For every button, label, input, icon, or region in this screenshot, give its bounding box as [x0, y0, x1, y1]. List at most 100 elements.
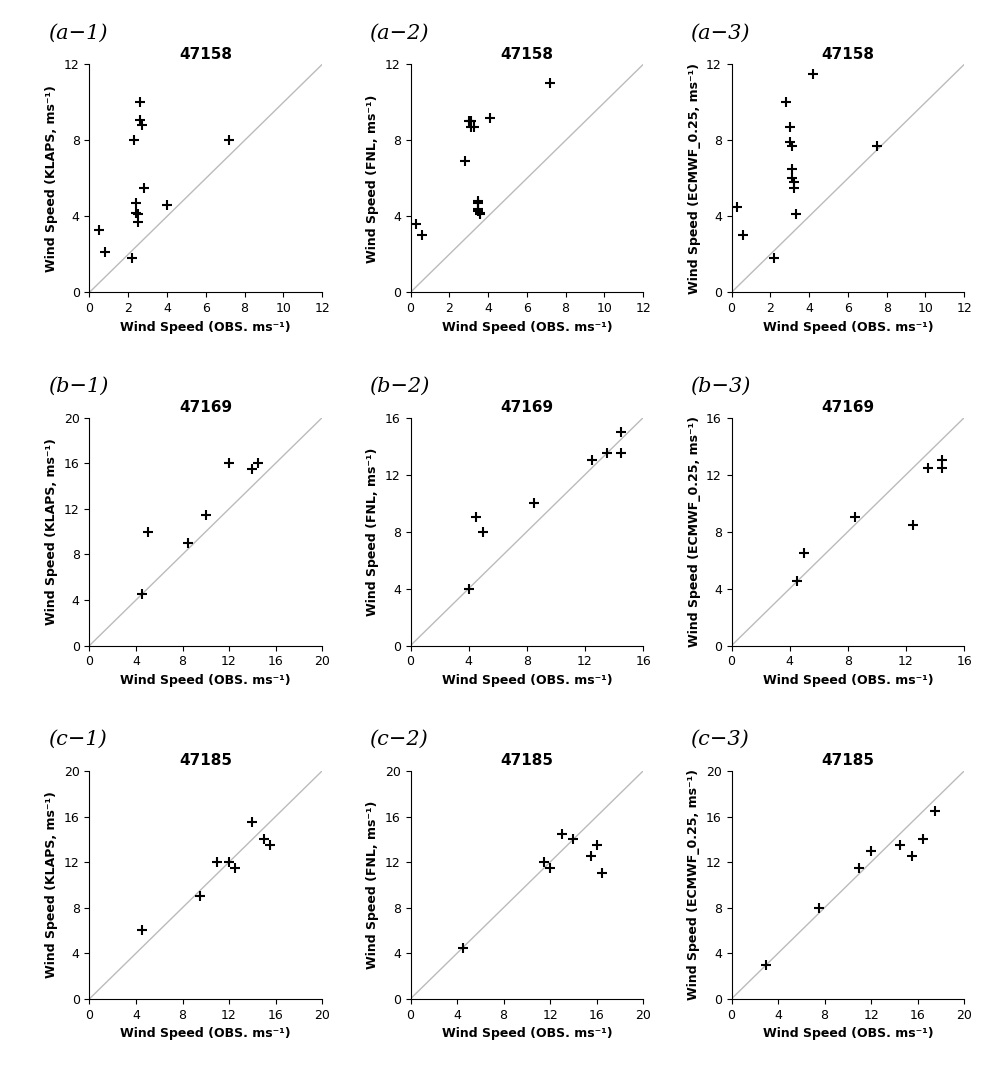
- Point: [468, 509, 484, 526]
- Point: [584, 452, 600, 469]
- Point: [470, 202, 486, 219]
- Text: (c−1): (c−1): [48, 730, 106, 749]
- Point: [140, 523, 156, 540]
- Point: [475, 523, 491, 540]
- Point: [136, 179, 152, 197]
- Point: [904, 847, 919, 865]
- Point: [124, 249, 140, 266]
- Point: [91, 221, 107, 238]
- Point: [919, 459, 935, 476]
- Title: 47185: 47185: [821, 753, 875, 768]
- Point: [470, 192, 486, 209]
- Y-axis label: Wind Speed (ECMWF_0.25, ms⁻¹): Wind Speed (ECMWF_0.25, ms⁻¹): [688, 416, 701, 648]
- Point: [261, 837, 277, 854]
- X-axis label: Wind Speed (OBS. ms⁻¹): Wind Speed (OBS. ms⁻¹): [441, 321, 612, 334]
- X-axis label: Wind Speed (OBS. ms⁻¹): Wind Speed (OBS. ms⁻¹): [120, 673, 291, 687]
- Point: [460, 113, 476, 130]
- Title: 47158: 47158: [500, 47, 554, 62]
- Point: [785, 179, 801, 197]
- Point: [472, 206, 488, 223]
- Point: [126, 132, 142, 149]
- Point: [130, 206, 146, 223]
- Point: [250, 454, 266, 471]
- Text: (b−3): (b−3): [690, 377, 750, 395]
- Y-axis label: Wind Speed (ECMWF_0.25, ms⁻¹): Wind Speed (ECMWF_0.25, ms⁻¹): [688, 63, 701, 294]
- Point: [852, 859, 868, 876]
- Y-axis label: Wind Speed (KLAPS, ms⁻¹): Wind Speed (KLAPS, ms⁻¹): [46, 85, 59, 272]
- Point: [811, 899, 827, 916]
- Point: [906, 516, 921, 533]
- Point: [787, 206, 803, 223]
- Point: [542, 75, 558, 92]
- Point: [613, 423, 629, 440]
- Text: (b−1): (b−1): [48, 377, 108, 395]
- Point: [554, 825, 570, 842]
- Point: [934, 452, 950, 469]
- Point: [582, 847, 598, 865]
- Point: [863, 842, 879, 859]
- Point: [221, 454, 237, 471]
- Y-axis label: Wind Speed (ECMWF_0.25, ms⁻¹): Wind Speed (ECMWF_0.25, ms⁻¹): [688, 769, 701, 1000]
- Text: (a−1): (a−1): [48, 24, 107, 42]
- Y-axis label: Wind Speed (KLAPS, ms⁻¹): Wind Speed (KLAPS, ms⁻¹): [46, 438, 59, 625]
- Point: [221, 132, 237, 149]
- Point: [132, 93, 148, 111]
- X-axis label: Wind Speed (OBS. ms⁻¹): Wind Speed (OBS. ms⁻¹): [441, 1027, 612, 1040]
- Point: [893, 837, 909, 854]
- Point: [134, 585, 150, 603]
- Point: [97, 244, 113, 261]
- Point: [159, 197, 175, 214]
- Point: [227, 859, 243, 876]
- Point: [198, 506, 214, 523]
- Title: 47158: 47158: [179, 47, 233, 62]
- Point: [470, 200, 486, 217]
- Point: [766, 249, 782, 266]
- Point: [927, 802, 943, 819]
- Point: [789, 572, 805, 590]
- Point: [192, 888, 208, 905]
- Point: [462, 113, 478, 130]
- Point: [245, 814, 260, 831]
- Point: [915, 830, 931, 847]
- Title: 47169: 47169: [179, 401, 233, 416]
- Point: [130, 214, 146, 231]
- Point: [736, 227, 751, 244]
- Point: [805, 66, 821, 83]
- Point: [256, 830, 272, 847]
- Point: [613, 445, 629, 462]
- Point: [470, 194, 486, 212]
- Point: [847, 509, 863, 526]
- X-axis label: Wind Speed (OBS. ms⁻¹): Wind Speed (OBS. ms⁻¹): [441, 673, 612, 687]
- Y-axis label: Wind Speed (KLAPS, ms⁻¹): Wind Speed (KLAPS, ms⁻¹): [46, 792, 59, 978]
- Point: [542, 859, 558, 876]
- Point: [783, 170, 799, 187]
- Point: [210, 854, 226, 871]
- Title: 47169: 47169: [821, 401, 875, 416]
- X-axis label: Wind Speed (OBS. ms⁻¹): Wind Speed (OBS. ms⁻¹): [120, 321, 291, 334]
- Point: [781, 118, 797, 135]
- X-axis label: Wind Speed (OBS. ms⁻¹): Wind Speed (OBS. ms⁻¹): [120, 1027, 291, 1040]
- Point: [414, 227, 430, 244]
- Point: [128, 194, 144, 212]
- Point: [588, 837, 604, 854]
- Point: [934, 459, 950, 476]
- Point: [566, 830, 581, 847]
- Point: [783, 160, 799, 177]
- Point: [455, 939, 471, 956]
- Point: [134, 921, 150, 939]
- Point: [460, 580, 476, 597]
- Point: [778, 93, 794, 111]
- X-axis label: Wind Speed (OBS. ms⁻¹): Wind Speed (OBS. ms⁻¹): [762, 673, 933, 687]
- Point: [594, 865, 610, 882]
- Title: 47158: 47158: [821, 47, 875, 62]
- Text: (a−3): (a−3): [690, 24, 749, 42]
- Point: [128, 204, 144, 221]
- Y-axis label: Wind Speed (FNL, ms⁻¹): Wind Speed (FNL, ms⁻¹): [367, 448, 380, 615]
- Text: (b−2): (b−2): [369, 377, 429, 395]
- Y-axis label: Wind Speed (FNL, ms⁻¹): Wind Speed (FNL, ms⁻¹): [367, 801, 380, 969]
- Point: [466, 118, 482, 135]
- Point: [526, 494, 542, 511]
- Title: 47185: 47185: [500, 753, 554, 768]
- Point: [180, 535, 196, 552]
- Point: [134, 117, 150, 134]
